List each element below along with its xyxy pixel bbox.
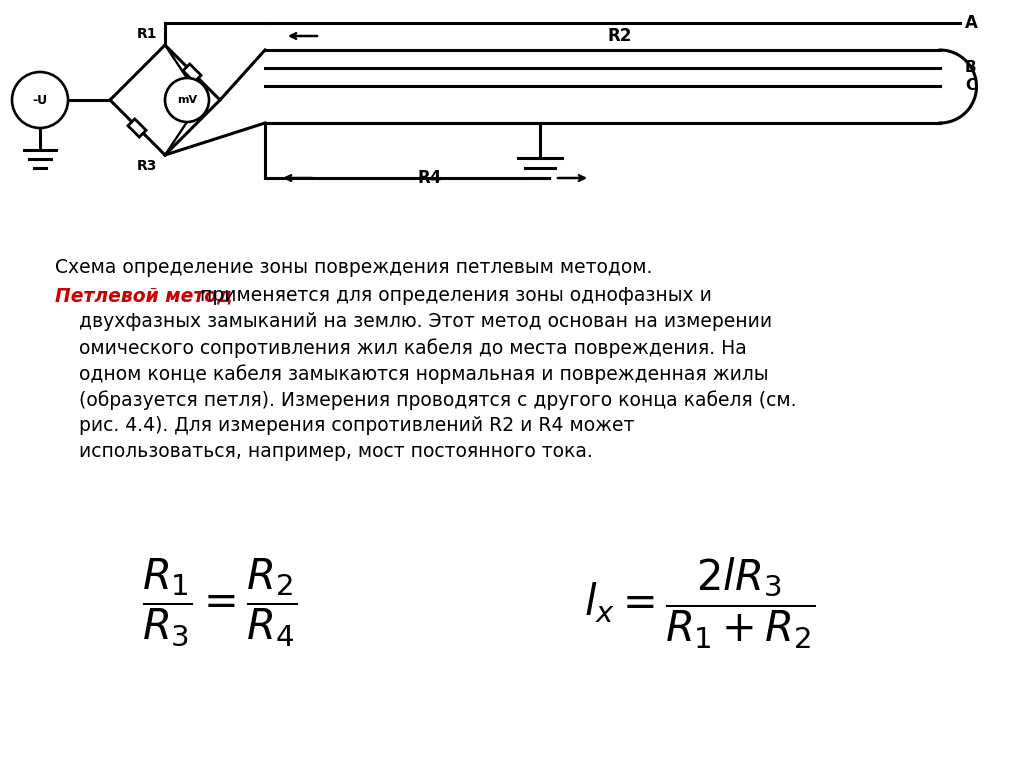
Text: одном конце кабеля замыкаются нормальная и поврежденная жилы: одном конце кабеля замыкаются нормальная…: [55, 364, 768, 384]
Text: R1: R1: [136, 27, 157, 41]
Polygon shape: [128, 119, 146, 137]
Text: B: B: [965, 61, 977, 75]
Text: -U: -U: [33, 94, 47, 107]
Text: $l_x = \dfrac{2lR_3}{R_1 + R_2}$: $l_x = \dfrac{2lR_3}{R_1 + R_2}$: [585, 555, 816, 650]
Text: Схема определение зоны повреждения петлевым методом.: Схема определение зоны повреждения петле…: [55, 258, 652, 277]
Text: двухфазных замыканий на землю. Этот метод основан на измерении: двухфазных замыканий на землю. Этот мето…: [55, 312, 772, 331]
Text: R2: R2: [608, 27, 632, 45]
Text: A: A: [965, 14, 978, 32]
Text: mV: mV: [177, 95, 197, 105]
Text: R4: R4: [418, 169, 442, 187]
Circle shape: [165, 78, 209, 122]
Circle shape: [12, 72, 68, 128]
Text: R3: R3: [136, 159, 157, 173]
Text: рис. 4.4). Для измерения сопротивлений R2 и R4 может: рис. 4.4). Для измерения сопротивлений R…: [55, 416, 635, 435]
Text: C: C: [965, 78, 976, 94]
Polygon shape: [183, 64, 201, 82]
Text: (образуется петля). Измерения проводятся с другого конца кабеля (см.: (образуется петля). Измерения проводятся…: [55, 390, 797, 409]
Text: использоваться, например, мост постоянного тока.: использоваться, например, мост постоянно…: [55, 442, 593, 461]
Text: применяется для определения зоны однофазных и: применяется для определения зоны однофаз…: [194, 286, 712, 305]
Text: омического сопротивления жил кабеля до места повреждения. На: омического сопротивления жил кабеля до м…: [55, 338, 746, 358]
Text: $\dfrac{R_1}{R_3} = \dfrac{R_2}{R_4}$: $\dfrac{R_1}{R_3} = \dfrac{R_2}{R_4}$: [142, 557, 298, 649]
Text: Петлевой метод: Петлевой метод: [55, 286, 232, 305]
